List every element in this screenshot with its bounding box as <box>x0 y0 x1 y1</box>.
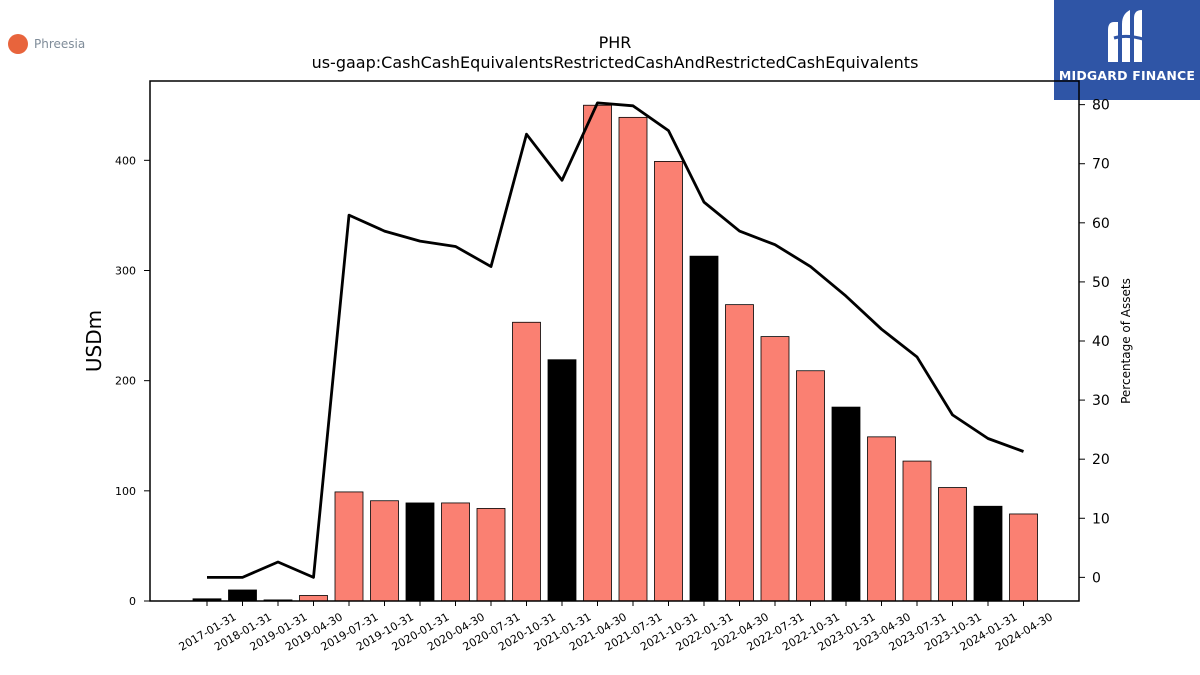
bar <box>547 359 577 602</box>
bar <box>760 336 790 602</box>
chart-subtitle: us-gaap:CashCashEquivalentsRestrictedCas… <box>312 53 919 72</box>
bar <box>973 505 1003 602</box>
bar <box>370 500 399 602</box>
y2-axis: 0 10 20 30 40 50 60 70 80 <box>1079 98 1110 586</box>
bar <box>299 595 328 602</box>
y-tick-label: 300 <box>115 264 136 277</box>
bar <box>1009 513 1038 602</box>
company-logo: Phreesia <box>8 34 85 54</box>
bar <box>902 460 932 602</box>
y2-tick-label: 20 <box>1092 452 1110 468</box>
bar <box>938 487 967 602</box>
bar <box>796 370 825 602</box>
brand-name: MIDGARD FINANCE <box>1058 68 1196 83</box>
bar <box>867 436 896 602</box>
line-series <box>207 101 1024 579</box>
bar-series <box>192 104 1038 602</box>
y2-tick-label: 80 <box>1092 98 1110 114</box>
bar <box>689 255 719 602</box>
y-axis: 0 100 200 300 400 <box>115 154 150 608</box>
y-axis-label: USDm <box>82 310 106 372</box>
bar <box>405 502 435 602</box>
x-axis: 2017-01-312018-01-312019-01-312019-04-30… <box>177 601 1055 654</box>
company-logo-icon <box>8 34 28 54</box>
y2-tick-label: 0 <box>1092 570 1101 586</box>
y2-axis-label: Percentage of Assets <box>1119 278 1133 404</box>
line-path <box>207 101 1024 579</box>
bar <box>228 589 257 602</box>
bar <box>441 502 470 602</box>
y2-tick-label: 70 <box>1092 157 1110 173</box>
bar <box>583 104 612 602</box>
bar <box>334 491 364 602</box>
bar <box>476 508 506 602</box>
bar <box>831 406 861 602</box>
bar <box>512 321 541 602</box>
y2-tick-label: 60 <box>1092 216 1110 232</box>
company-name: Phreesia <box>34 37 86 51</box>
bar <box>618 116 648 602</box>
bar <box>725 304 754 602</box>
y-tick-label: 100 <box>115 485 136 498</box>
brand-mark-icon <box>1108 10 1147 62</box>
chart-title: PHR <box>599 33 632 52</box>
y-tick-label: 400 <box>115 154 136 167</box>
y2-tick-label: 40 <box>1092 334 1110 350</box>
bar <box>654 161 683 602</box>
y-tick-label: 0 <box>129 595 136 608</box>
y2-tick-label: 10 <box>1092 511 1110 527</box>
y2-tick-label: 50 <box>1092 275 1110 291</box>
y2-tick-label: 30 <box>1092 393 1110 409</box>
y-tick-label: 200 <box>115 375 136 388</box>
